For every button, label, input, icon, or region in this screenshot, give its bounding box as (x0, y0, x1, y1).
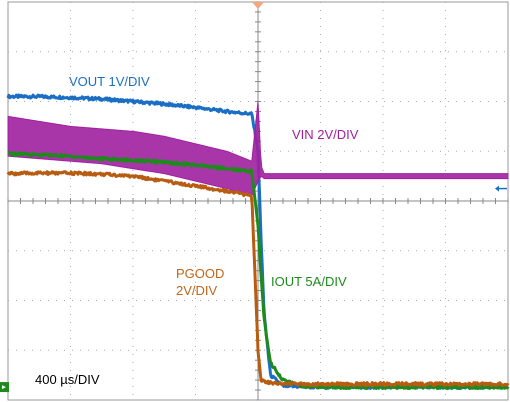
iout-label: IOUT 5A/DIV (271, 274, 347, 289)
pgood-trace (6, 170, 510, 387)
trace-layer (6, 93, 510, 391)
trigger-marker-icon (252, 2, 264, 9)
offset-arrow-head-icon (495, 185, 499, 192)
vout-label: VOUT 1V/DIV (69, 74, 150, 89)
vin-trace-band (7, 101, 509, 197)
ground-marker-arrow-icon (2, 385, 6, 390)
timebase-label: 400 µs/DIV (35, 372, 100, 387)
pgood-label-line1: PGOOD (176, 266, 224, 281)
vin-label: VIN 2V/DIV (292, 127, 359, 142)
iout-trace (7, 151, 510, 391)
plot-grid (7, 1, 509, 401)
marker-layer (0, 2, 507, 393)
pgood-label-line2: 2V/DIV (176, 283, 218, 298)
